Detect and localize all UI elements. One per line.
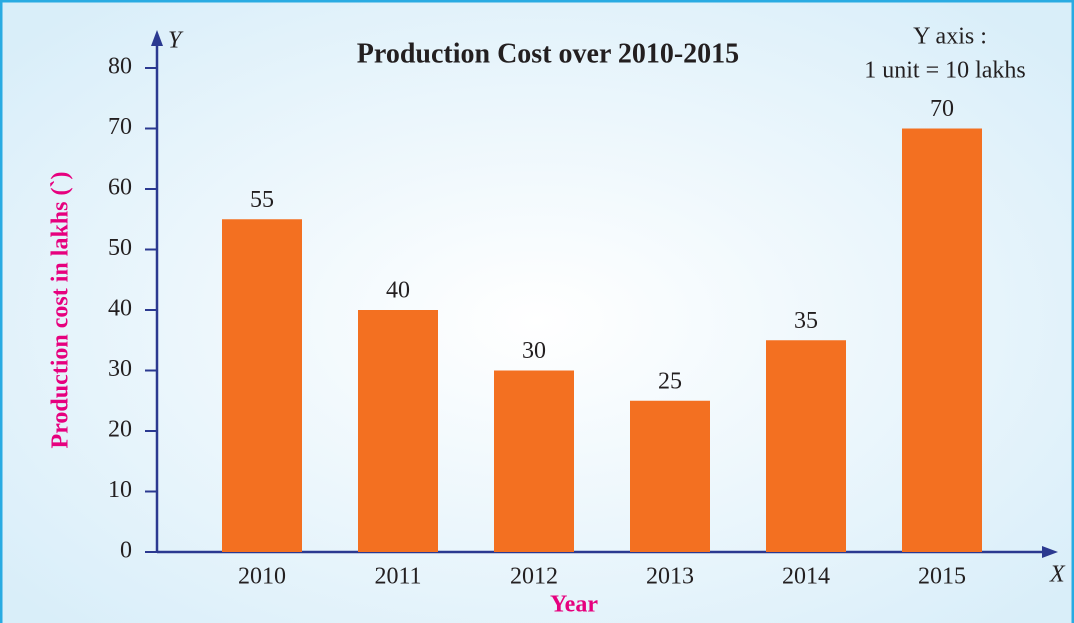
x-tick-label: 2012	[510, 564, 558, 590]
y-tick-label: 80	[108, 54, 132, 80]
x-tick-label: 2013	[646, 564, 694, 590]
y-tick-label: 20	[108, 417, 132, 443]
chart-title: Production Cost over 2010-2015	[357, 38, 739, 69]
y-tick-label: 40	[108, 296, 132, 322]
y-tick-label: 50	[108, 235, 132, 261]
annotation: 1 unit = 10 lakhs	[864, 58, 1026, 84]
data-label: 30	[522, 338, 546, 364]
bar	[902, 128, 982, 552]
data-label: 70	[930, 96, 954, 122]
y-arrow	[151, 30, 163, 46]
bar	[630, 400, 710, 552]
bar	[766, 340, 846, 552]
data-label: 40	[386, 278, 410, 304]
data-label: 35	[794, 308, 818, 334]
x-arrow	[1042, 546, 1058, 558]
bar	[222, 219, 302, 552]
x-axis-label: Year	[550, 592, 598, 618]
y-tick-label: 10	[108, 477, 132, 503]
x-tick-label: 2010	[238, 564, 286, 590]
bar	[494, 370, 574, 552]
y-axis-symbol: Y	[168, 28, 184, 54]
data-label: 55	[250, 187, 274, 213]
y-tick-label: 70	[108, 114, 132, 140]
y-tick-label: 0	[120, 538, 132, 564]
y-tick-label: 30	[108, 356, 132, 382]
y-axis-label: Production cost in lakhs (`)	[48, 172, 74, 449]
annotation: Y axis :	[913, 24, 987, 50]
y-tick-label: 60	[108, 175, 132, 201]
data-label: 25	[658, 368, 682, 394]
x-tick-label: 2015	[918, 564, 966, 590]
x-tick-label: 2014	[782, 564, 830, 590]
x-axis-symbol: X	[1049, 562, 1066, 588]
x-tick-label: 2011	[374, 564, 421, 590]
bar	[358, 310, 438, 552]
